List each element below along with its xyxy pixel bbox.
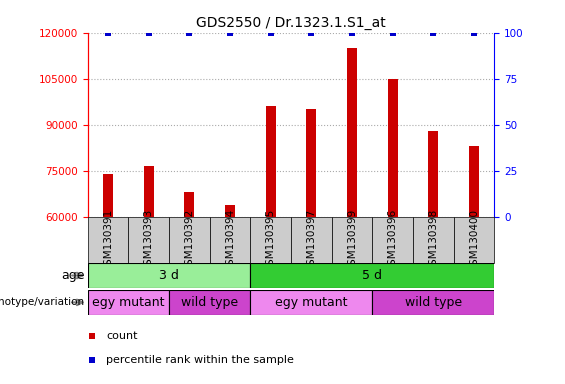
Bar [128, 217, 169, 263]
Text: GSM130397: GSM130397 [306, 209, 316, 271]
Text: genotype/variation: genotype/variation [0, 297, 85, 308]
Bar [291, 217, 332, 263]
Text: 5 d: 5 d [362, 269, 383, 282]
Text: age: age [61, 269, 85, 282]
Bar [347, 48, 357, 217]
Text: egy mutant: egy mutant [275, 296, 347, 309]
Text: GSM130398: GSM130398 [428, 209, 438, 271]
Bar [266, 106, 276, 217]
Bar [169, 290, 250, 315]
Text: wild type: wild type [405, 296, 462, 309]
Text: percentile rank within the sample: percentile rank within the sample [106, 355, 294, 365]
Bar [103, 174, 113, 217]
Bar [250, 290, 372, 315]
Bar [413, 217, 454, 263]
Bar [454, 217, 494, 263]
Bar [306, 109, 316, 217]
Text: GSM130396: GSM130396 [388, 209, 398, 271]
Title: GDS2550 / Dr.1323.1.S1_at: GDS2550 / Dr.1323.1.S1_at [196, 16, 386, 30]
Text: GSM130391: GSM130391 [103, 209, 113, 271]
Bar [88, 217, 128, 263]
Bar [210, 217, 250, 263]
Text: GSM130395: GSM130395 [266, 209, 276, 271]
Bar [250, 263, 494, 288]
Bar [332, 217, 372, 263]
Bar [372, 217, 413, 263]
Bar [388, 79, 398, 217]
Text: GSM130394: GSM130394 [225, 209, 235, 271]
Bar [469, 146, 479, 217]
Text: count: count [106, 331, 137, 341]
Text: GSM130392: GSM130392 [184, 209, 194, 271]
Bar [88, 290, 169, 315]
Bar [144, 166, 154, 217]
Text: 3 d: 3 d [159, 269, 179, 282]
Bar [169, 217, 210, 263]
Bar [372, 290, 494, 315]
Bar [184, 192, 194, 217]
Text: wild type: wild type [181, 296, 238, 309]
Bar [88, 263, 250, 288]
Bar [428, 131, 438, 217]
Text: GSM130393: GSM130393 [144, 209, 154, 271]
Text: egy mutant: egy mutant [92, 296, 164, 309]
Bar [250, 217, 291, 263]
Text: GSM130400: GSM130400 [469, 209, 479, 271]
Bar [225, 205, 235, 217]
Text: GSM130399: GSM130399 [347, 209, 357, 271]
